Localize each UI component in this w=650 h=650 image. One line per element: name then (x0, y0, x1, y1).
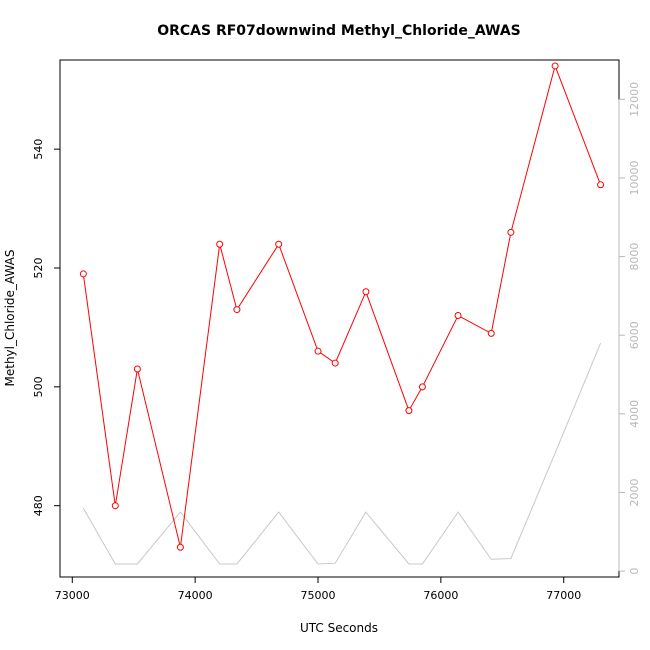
x-axis-label: UTC Seconds (300, 621, 378, 635)
secondary-series-line (82, 342, 602, 565)
data-point (331, 359, 339, 367)
y2-tick-label: 6000 (628, 321, 641, 349)
data-point (551, 62, 559, 70)
data-point (79, 270, 87, 278)
y-axis-label: Methyl_Chloride_AWAS (3, 250, 17, 387)
data-point (275, 240, 283, 248)
y2-tick-label: 10000 (628, 160, 641, 195)
y2-tick-label: 4000 (628, 400, 641, 428)
y-tick-label: 520 (32, 257, 45, 278)
y2-tick-label: 8000 (628, 243, 641, 271)
data-point (362, 288, 370, 296)
data-point (133, 365, 141, 373)
data-point (176, 543, 184, 551)
x-tick-label: 75000 (301, 589, 336, 602)
data-point (507, 228, 515, 236)
y2-tick-label: 0 (628, 568, 641, 575)
y-axis: 480 500 520 540 (32, 139, 61, 516)
data-point (454, 312, 462, 320)
data-point (314, 347, 322, 355)
x-tick-label: 74000 (178, 589, 213, 602)
y2-axis-right: 0 2000 4000 6000 8000 10000 12000 (618, 82, 641, 575)
chart-title: ORCAS RF07downwind Methyl_Chloride_AWAS (157, 23, 521, 39)
data-point (597, 181, 605, 189)
y-tick-label: 540 (32, 139, 45, 160)
y2-tick-label: 12000 (628, 82, 641, 117)
y-tick-label: 500 (32, 376, 45, 397)
series-layer (79, 62, 605, 565)
data-point (405, 407, 413, 415)
data-point (111, 502, 119, 510)
data-point (216, 240, 224, 248)
x-tick-label: 77000 (546, 589, 581, 602)
x-tick-label: 73000 (55, 589, 90, 602)
x-tick-label: 76000 (423, 589, 458, 602)
y2-tick-label: 2000 (628, 478, 641, 506)
x-axis: 73000 74000 75000 76000 77000 (55, 576, 581, 602)
data-point (487, 329, 495, 337)
data-point (418, 383, 426, 391)
y-tick-label: 480 (32, 495, 45, 516)
data-point (233, 306, 241, 314)
